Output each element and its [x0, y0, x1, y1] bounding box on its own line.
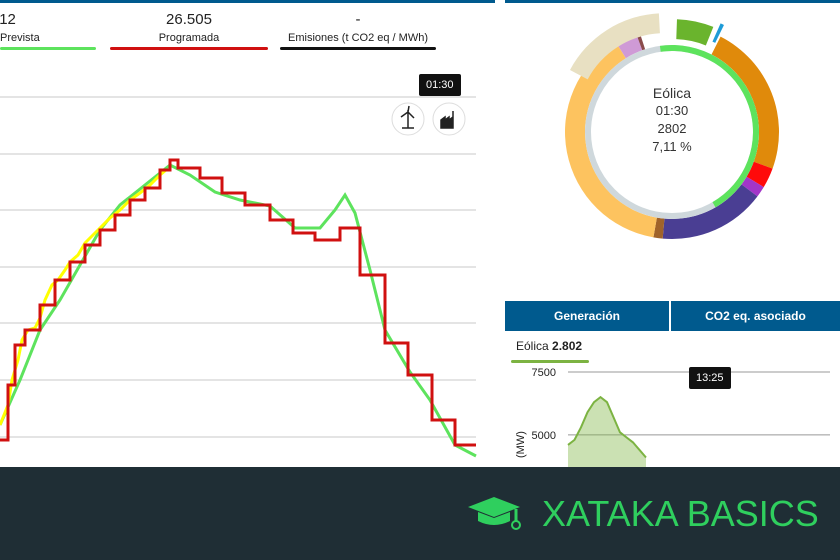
- tooltip: 13:25: [689, 367, 731, 389]
- legend-value: 2.802: [552, 339, 583, 353]
- y-axis-label: (MW): [515, 431, 527, 458]
- underline: [511, 360, 589, 363]
- stat-value: 26.512: [0, 11, 16, 28]
- stat-label: Prevista: [0, 32, 40, 44]
- tab[interactable]: Generación: [505, 301, 669, 331]
- stat-label: Programada: [158, 32, 220, 44]
- forecast-line: [0, 163, 477, 458]
- legend: Eólica 2.802: [516, 339, 582, 353]
- donut-segment: [746, 161, 773, 188]
- underline: [0, 47, 96, 50]
- donut-segment: [653, 217, 665, 239]
- y-tick-label: 5000: [532, 430, 556, 442]
- donut-segment: [676, 19, 714, 46]
- real-line: [0, 168, 167, 426]
- top-bar: [505, 0, 840, 3]
- footer: XATAKA BASICS: [0, 467, 840, 560]
- stat-value: 26.505: [166, 11, 212, 28]
- donut-segment: [711, 36, 779, 169]
- donut-value: 2802: [657, 121, 687, 136]
- y-tick-label: 7500: [532, 367, 556, 379]
- donut-share: 7,11 %: [652, 139, 692, 154]
- icon-button[interactable]: [432, 102, 466, 136]
- charts: 7500 5000 (MW): [0, 13, 830, 470]
- stat-value: -: [355, 11, 361, 28]
- generation-chart: 7500 5000 (MW): [515, 367, 830, 470]
- scheduled-line: [0, 158, 476, 447]
- donut-segment: [712, 23, 724, 43]
- donut-time: 01:30: [655, 103, 689, 118]
- tooltip: 01:30: [419, 74, 461, 96]
- stat-label: Emisiones (t CO2 eq / MWh): [288, 32, 428, 44]
- top-bar: [0, 0, 495, 3]
- donut-segment: [741, 176, 764, 197]
- donut-segment: [570, 13, 660, 80]
- legend-name: Eólica: [516, 339, 549, 353]
- underline: [280, 47, 436, 50]
- area-line: [567, 395, 647, 459]
- icon-button[interactable]: [391, 102, 425, 136]
- donut-segment: [662, 184, 758, 239]
- tab[interactable]: CO2 eq. asociado: [671, 301, 840, 331]
- donut-segment: [564, 41, 657, 238]
- donut-center: Eólica 01:30 2802 7,11 %: [592, 84, 752, 156]
- donut: [564, 13, 779, 239]
- underline: [110, 47, 268, 50]
- donut-source: Eólica: [652, 85, 692, 101]
- brand: XATAKA BASICS: [542, 493, 819, 534]
- area: [568, 397, 646, 470]
- logo: [468, 497, 521, 530]
